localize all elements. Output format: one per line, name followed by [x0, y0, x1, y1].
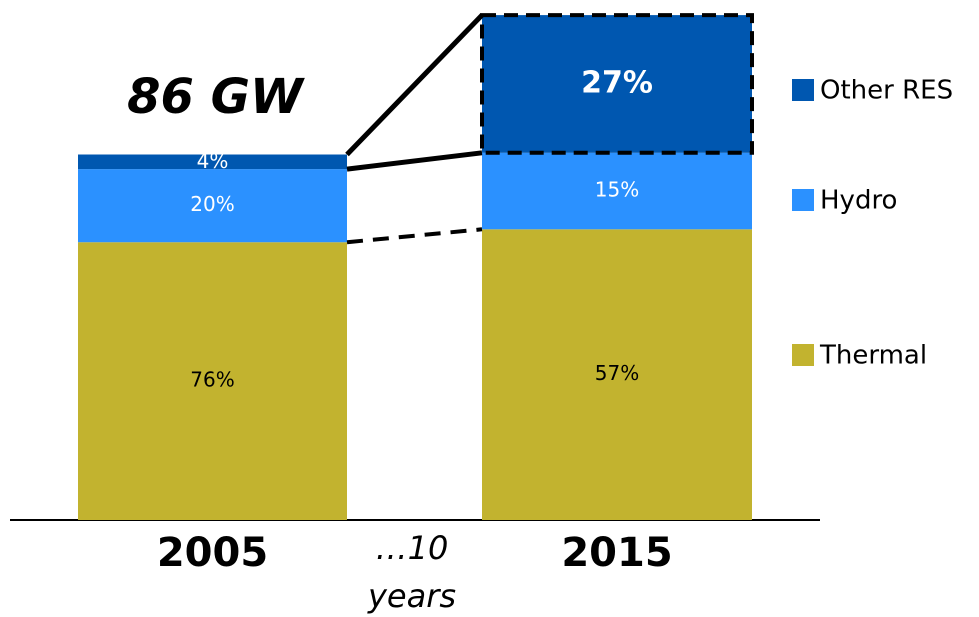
legend-label: Hydro [820, 186, 897, 216]
x-tick-label: 2015 [561, 530, 672, 576]
gap-label: years [367, 577, 456, 615]
connector [345, 13, 484, 157]
x-tick-label: 2005 [157, 530, 268, 576]
bar-segment [482, 229, 752, 521]
connector [346, 227, 483, 245]
legend-label: Thermal [819, 341, 927, 371]
data-label: 20% [190, 192, 234, 216]
total-annotation: 86 GW [127, 69, 305, 125]
bar-segment [78, 169, 347, 243]
data-label: 76% [190, 368, 234, 392]
legend-swatch [792, 189, 814, 211]
data-label: 15% [595, 178, 639, 202]
bar-segment [78, 154, 347, 170]
bar-segment [78, 242, 347, 520]
data-label: 57% [595, 361, 639, 385]
legend-swatch [792, 79, 814, 101]
highlight-box [480, 13, 754, 155]
legend-swatch [792, 344, 814, 366]
bar-segment [482, 152, 752, 230]
connector [346, 150, 483, 172]
data-label: 27% [581, 65, 653, 100]
legend-label: Other RES [820, 76, 953, 106]
data-label: 4% [197, 149, 229, 173]
bar-segment [482, 15, 752, 153]
gap-label: …10 [376, 529, 449, 567]
